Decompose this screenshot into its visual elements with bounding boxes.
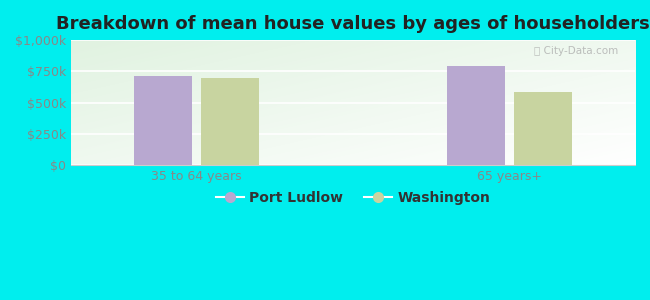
Bar	[447, 66, 506, 165]
Bar	[134, 76, 192, 165]
Text: ⓘ City-Data.com: ⓘ City-Data.com	[534, 46, 618, 56]
Legend: Port Ludlow, Washington: Port Ludlow, Washington	[210, 185, 496, 210]
Bar	[200, 78, 259, 165]
Bar	[514, 92, 573, 165]
Title: Breakdown of mean house values by ages of householders: Breakdown of mean house values by ages o…	[56, 15, 650, 33]
